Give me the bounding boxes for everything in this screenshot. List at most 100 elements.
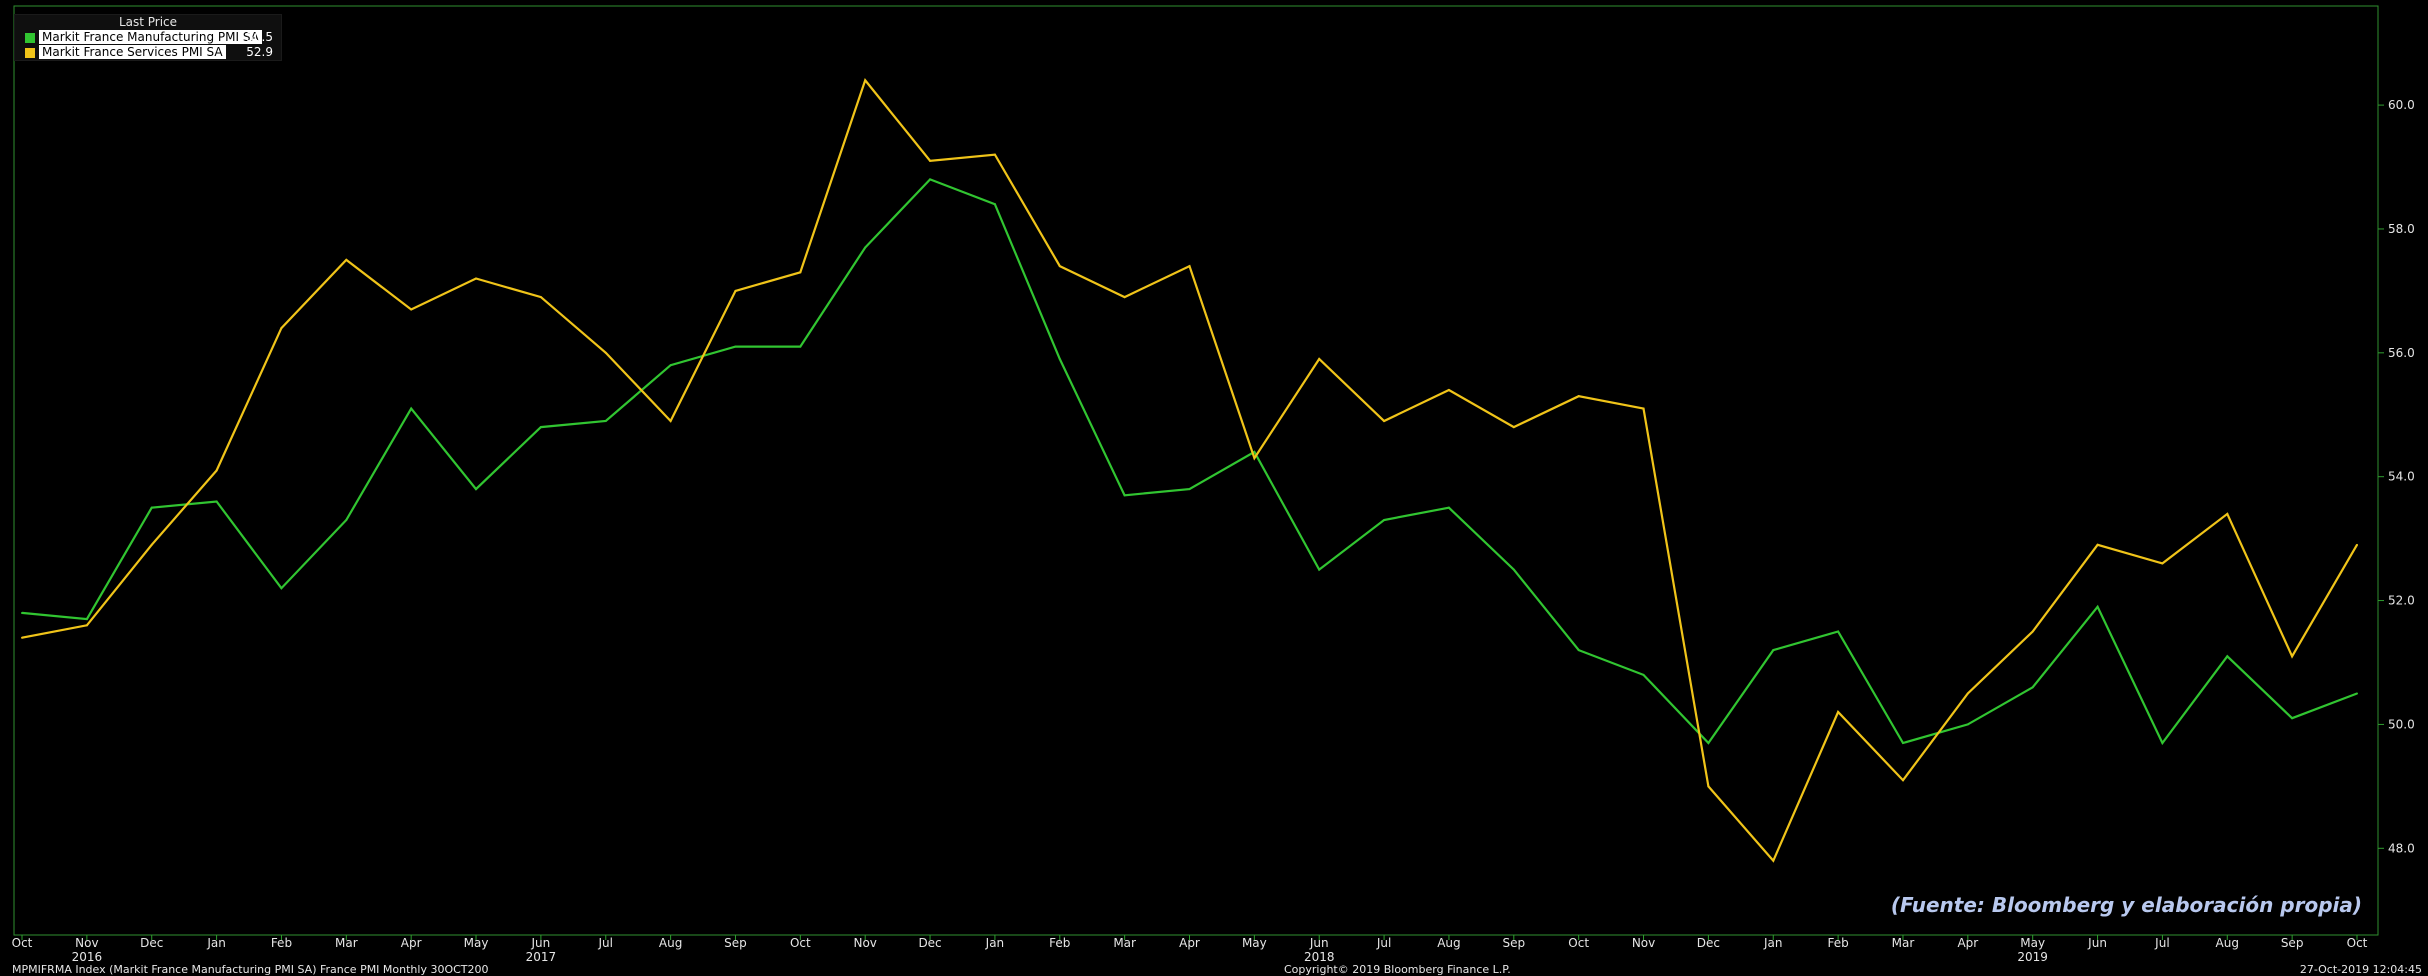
data-point <box>1642 407 1645 410</box>
footer-copyright: Copyright© 2019 Bloomberg Finance L.P. <box>1284 963 1511 976</box>
y-tick-label: 52.0 <box>2388 594 2415 608</box>
data-point <box>215 469 218 472</box>
data-point <box>734 345 737 348</box>
data-point <box>1966 692 1969 695</box>
x-tick-label: Nov <box>1632 936 1655 950</box>
data-point <box>1577 395 1580 398</box>
data-point <box>1253 457 1256 460</box>
data-point <box>1383 419 1386 422</box>
legend-value-manufacturing: 50.5 <box>246 30 273 44</box>
data-point <box>280 587 283 590</box>
data-point <box>2031 686 2034 689</box>
source-note: (Fuente: Bloomberg y elaboración propia) <box>1890 893 2362 917</box>
data-point <box>1901 779 1904 782</box>
data-point <box>993 153 996 156</box>
x-tick-label: Mar <box>335 936 358 950</box>
x-year-label: 2019 <box>2017 950 2048 964</box>
data-point <box>1447 388 1450 391</box>
legend-value-services: 52.9 <box>246 45 273 59</box>
data-point <box>669 419 672 422</box>
footer-timestamp: 27-Oct-2019 12:04:45 <box>2299 963 2422 976</box>
data-point <box>21 611 23 614</box>
legend-item-services[interactable]: Markit France Services PMI SA 52.9 <box>15 45 281 60</box>
x-year-label: 2018 <box>1304 950 1335 964</box>
legend: Last Price Markit France Manufacturing P… <box>14 14 282 61</box>
data-point <box>1772 859 1775 862</box>
x-tick-label: Jun <box>531 936 551 950</box>
x-tick-label: Dec <box>140 936 163 950</box>
x-tick-label: Aug <box>659 936 682 950</box>
data-point <box>1188 488 1191 491</box>
series-line-services <box>21 78 2358 863</box>
data-point <box>1642 673 1645 676</box>
data-point <box>2161 562 2164 565</box>
data-point <box>539 296 542 299</box>
legend-label-manufacturing: Markit France Manufacturing PMI SA <box>39 30 262 44</box>
x-tick-label: Mar <box>1892 936 1915 950</box>
data-point <box>1707 742 1710 745</box>
x-tick-label: Oct <box>2347 936 2368 950</box>
x-tick-label: Apr <box>1179 936 1200 950</box>
data-point <box>2291 717 2294 720</box>
data-point <box>929 178 932 181</box>
data-point <box>1123 296 1126 299</box>
y-tick-label: 60.0 <box>2388 98 2415 112</box>
data-point <box>2226 512 2229 515</box>
x-tick-label: Dec <box>1697 936 1720 950</box>
legend-item-manufacturing[interactable]: Markit France Manufacturing PMI SA 50.5 <box>15 30 281 45</box>
x-tick-label: Aug <box>1437 936 1460 950</box>
y-tick-label: 48.0 <box>2388 841 2415 855</box>
y-tick-label: 50.0 <box>2388 717 2415 731</box>
data-point <box>1966 723 1969 726</box>
x-tick-label: Oct <box>1568 936 1589 950</box>
x-tick-label: Feb <box>1049 936 1070 950</box>
series-layer <box>21 78 2358 863</box>
data-point <box>1577 649 1580 652</box>
data-point <box>2096 605 2099 608</box>
data-point <box>539 426 542 429</box>
x-tick-label: Jul <box>1376 936 1391 950</box>
legend-swatch-services <box>25 48 35 58</box>
data-point <box>1058 265 1061 268</box>
x-tick-label: Apr <box>401 936 422 950</box>
y-axis: 48.0 50.0 52.0 54.0 56.0 58.0 60.0 <box>2378 98 2415 855</box>
data-point <box>993 203 996 206</box>
data-point <box>929 159 932 162</box>
data-point <box>1512 568 1515 571</box>
data-point <box>2096 543 2099 546</box>
x-tick-label: Jan <box>1763 936 1783 950</box>
data-point <box>2031 630 2034 633</box>
data-point <box>475 277 478 280</box>
data-point <box>669 364 672 367</box>
x-tick-label: Feb <box>271 936 292 950</box>
x-tick-label: Oct <box>790 936 811 950</box>
data-point <box>2356 543 2358 546</box>
y-tick-label: 56.0 <box>2388 346 2415 360</box>
data-point <box>734 289 737 292</box>
data-point <box>799 345 802 348</box>
x-year-label: 2016 <box>72 950 103 964</box>
x-tick-label: Aug <box>2216 936 2239 950</box>
x-tick-label: May <box>464 936 489 950</box>
data-point <box>1253 450 1256 453</box>
x-tick-label: Mar <box>1113 936 1136 950</box>
data-point <box>1447 506 1450 509</box>
x-axis: Oct Nov Dec Jan Feb Mar Apr May Jun Jul Aug Sep Oct N… <box>12 935 2368 964</box>
data-point <box>150 506 153 509</box>
x-tick-label: Feb <box>1827 936 1848 950</box>
data-point <box>1188 265 1191 268</box>
x-tick-label: May <box>1242 936 1267 950</box>
data-point <box>410 308 413 311</box>
data-point <box>1772 649 1775 652</box>
x-tick-label: Apr <box>1957 936 1978 950</box>
x-tick-label: Jul <box>2154 936 2169 950</box>
x-tick-label: Nov <box>75 936 98 950</box>
x-tick-label: Jan <box>985 936 1005 950</box>
legend-swatch-manufacturing <box>25 33 35 43</box>
x-year-label: 2017 <box>526 950 557 964</box>
data-point <box>1707 785 1710 788</box>
x-tick-label: Nov <box>853 936 876 950</box>
legend-title: Last Price <box>118 15 178 29</box>
x-tick-label: Jun <box>1309 936 1329 950</box>
